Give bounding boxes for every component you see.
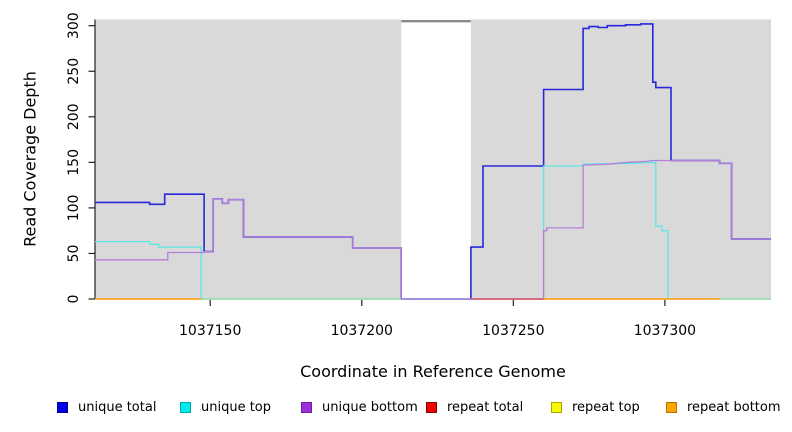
x-axis-title: Coordinate in Reference Genome	[300, 362, 566, 381]
repeat-bottom-swatch-icon	[666, 401, 677, 413]
x-tick-label: 1037250	[482, 323, 544, 339]
y-axis-ticks: 0 50 100 150 200 250 300	[66, 12, 95, 303]
series-segment	[95, 159, 771, 300]
y-tick-label: 0	[66, 295, 82, 304]
series-line-unique-bottom	[95, 159, 771, 300]
legend-item-unique-bottom: unique bottom	[301, 398, 418, 416]
legend-label-repeat-top: repeat top	[572, 399, 640, 415]
legend-item-unique-top: unique top	[180, 398, 271, 416]
x-tick-label: 1037300	[634, 323, 696, 339]
x-tick-label: 1037200	[331, 323, 393, 339]
y-tick-label: 300	[66, 12, 82, 39]
legend-item-repeat-top: repeat top	[551, 398, 640, 416]
unique-total-swatch-icon	[57, 401, 68, 413]
legend-label-repeat-total: repeat total	[447, 399, 524, 415]
unique-top-swatch-icon	[180, 401, 191, 413]
x-axis-ticks: 1037150 1037200 1037250 1037300	[179, 300, 696, 339]
unique-bottom-swatch-icon	[301, 401, 312, 413]
y-tick-label: 150	[66, 149, 82, 176]
coverage-chart: 1037150 1037200 1037250 1037300 0 50 100 150 200…	[66, 12, 771, 339]
legend-item-repeat-total: repeat total	[426, 398, 523, 416]
x-tick-label: 1037150	[179, 323, 241, 339]
y-tick-label: 250	[66, 58, 82, 85]
legend-item-unique-total: unique total	[57, 398, 156, 416]
y-tick-label: 50	[66, 245, 82, 263]
legend: unique total unique top unique bottom re…	[0, 398, 792, 420]
legend-label-repeat-bottom: repeat bottom	[687, 399, 781, 415]
gap-region-band	[401, 19, 471, 300]
y-axis-title: Read Coverage Depth	[20, 71, 40, 247]
legend-item-repeat-bottom: repeat bottom	[666, 398, 781, 416]
legend-label-unique-total: unique total	[78, 399, 157, 415]
legend-label-unique-bottom: unique bottom	[322, 399, 418, 415]
y-tick-label: 100	[66, 195, 82, 222]
y-tick-label: 200	[66, 103, 82, 130]
repeat-top-swatch-icon	[551, 401, 562, 413]
legend-label-unique-top: unique top	[201, 399, 272, 415]
repeat-total-swatch-icon	[426, 401, 437, 413]
